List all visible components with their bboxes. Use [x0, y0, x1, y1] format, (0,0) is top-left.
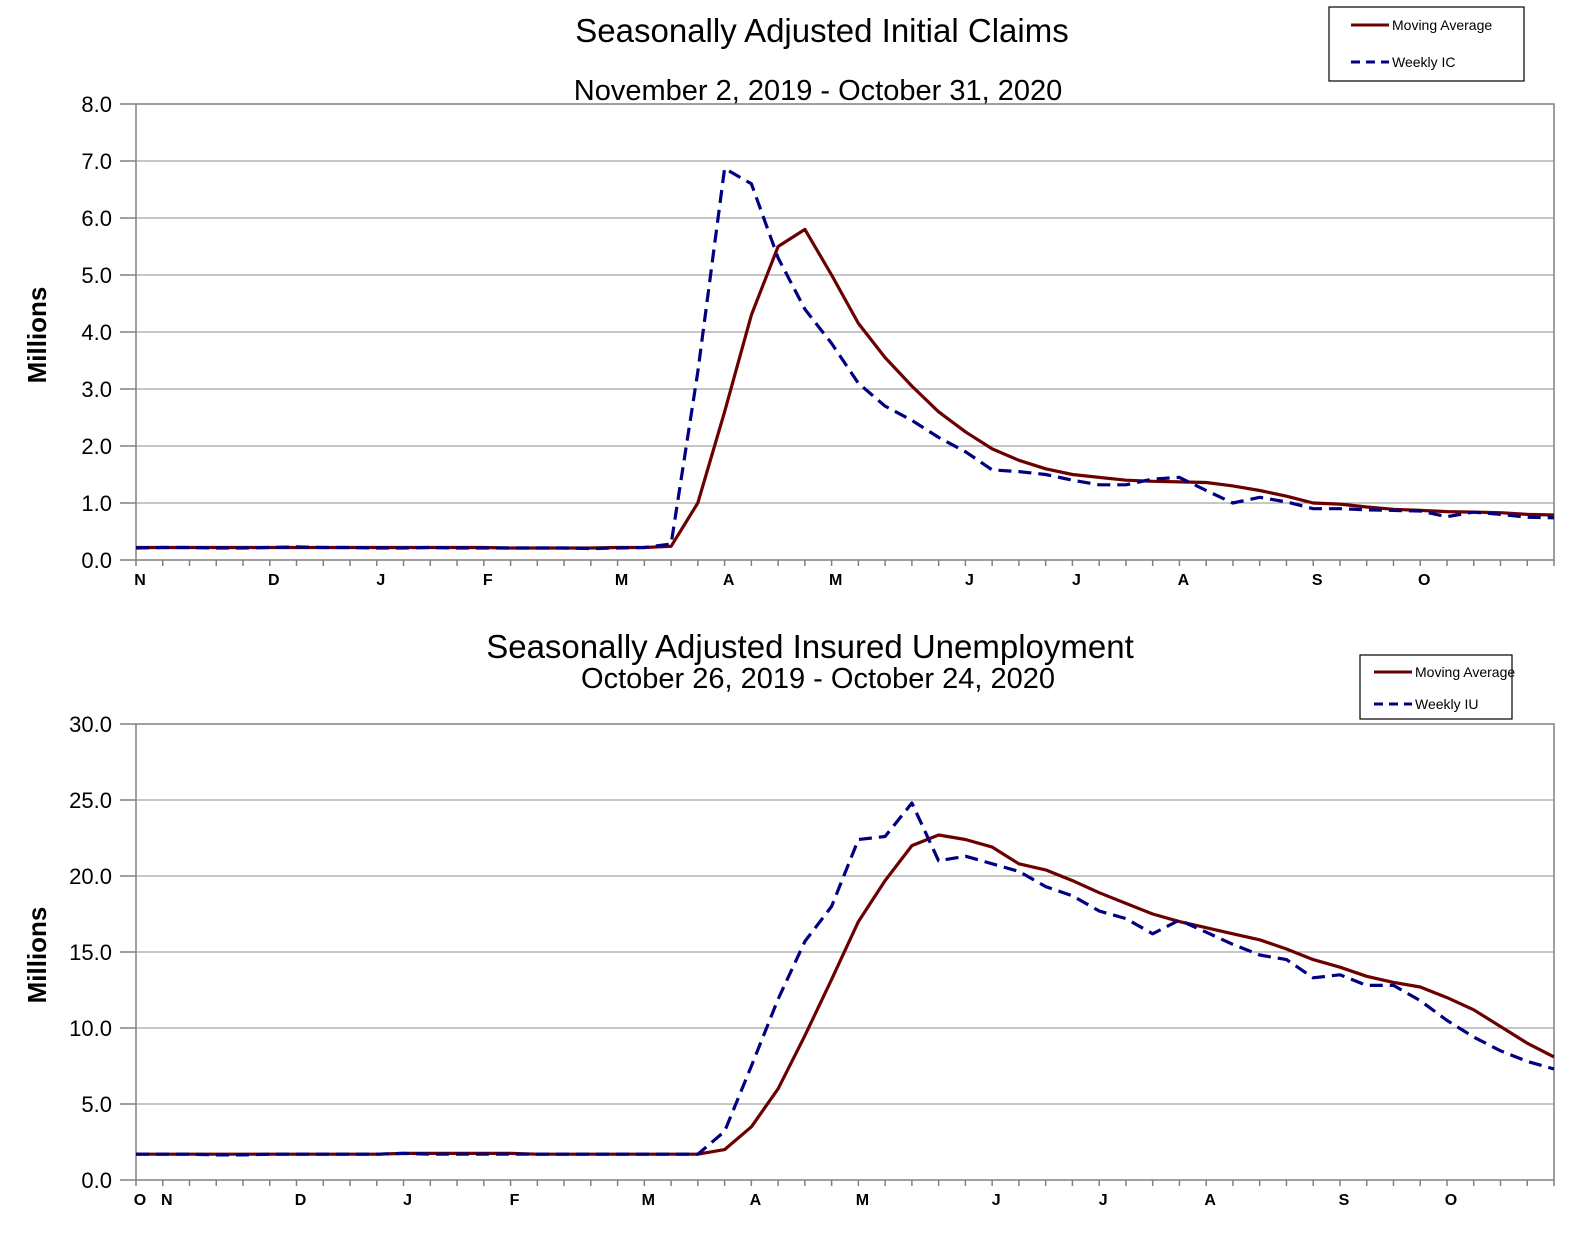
legend-label-moving-average: Moving Average [1415, 664, 1515, 680]
x-tick-label: M [856, 1192, 869, 1209]
x-tick-label: J [992, 1192, 1001, 1209]
y-tick-label: 10.0 [69, 1016, 112, 1041]
x-tick-label: O [1418, 572, 1430, 589]
x-tick-label: A [750, 1192, 762, 1209]
x-tick-label: J [965, 572, 974, 589]
y-axis-label: Millions [22, 907, 52, 1004]
y-tick-label: 0.0 [81, 1168, 112, 1193]
chart-subtitle: November 2, 2019 - October 31, 2020 [574, 75, 1062, 107]
chart-title: Seasonally Adjusted Initial Claims [575, 12, 1068, 49]
x-tick-label: F [483, 572, 493, 589]
y-tick-label: 15.0 [69, 940, 112, 965]
y-tick-label: 6.0 [81, 206, 112, 231]
series-lines [136, 801, 1555, 1157]
x-tick-label: A [723, 572, 735, 589]
x-tick-label: A [1178, 572, 1190, 589]
y-tick-label: 20.0 [69, 864, 112, 889]
chart-title: Seasonally Adjusted Insured Unemployment [486, 628, 1134, 665]
gridlines [136, 160, 1554, 504]
chart-subtitle: October 26, 2019 - October 24, 2020 [581, 663, 1055, 695]
y-tick-label: 1.0 [81, 491, 112, 516]
legend-box [1328, 6, 1525, 82]
legend-label-moving-average: Moving Average [1392, 17, 1492, 33]
series-line-moving-average [136, 833, 1555, 1156]
x-tick-label: J [376, 572, 385, 589]
legend: Moving Average Weekly IC [1328, 6, 1525, 82]
x-tick-label: F [510, 1192, 520, 1209]
series-line-weekly-ic [135, 166, 1555, 551]
x-tick-label: J [403, 1192, 412, 1209]
y-tick-label: 7.0 [81, 149, 112, 174]
x-tick-label: M [829, 572, 842, 589]
x-tick-label: M [615, 572, 628, 589]
series-line-moving-average [136, 227, 1555, 550]
y-tick-label: 5.0 [81, 1092, 112, 1117]
x-tick-label: S [1312, 572, 1323, 589]
x-tick-label: D [268, 572, 280, 589]
y-tick-label: 0.0 [81, 548, 112, 573]
y-axis-label: Millions [22, 287, 52, 384]
x-tick-label: O [1445, 1192, 1457, 1209]
y-tick-label: 30.0 [69, 712, 112, 737]
x-tick-label: O [134, 1192, 146, 1209]
y-tick-label: 8.0 [81, 92, 112, 117]
x-tick-label: D [295, 1192, 307, 1209]
y-tick-labels: 0.0 1.0 2.0 3.0 4.0 5.0 6.0 7.0 8.0 [81, 92, 136, 573]
legend-label-weekly-iu: Weekly IU [1415, 696, 1479, 712]
x-tick-label: A [1204, 1192, 1216, 1209]
insured-unemployment-chart: Seasonally Adjusted Insured Unemployment… [22, 628, 1555, 1209]
x-tick-label: N [161, 1192, 173, 1209]
legend-label-weekly-ic: Weekly IC [1392, 54, 1456, 70]
x-tick-label: J [1099, 1192, 1108, 1209]
y-tick-labels: 0.0 5.0 10.0 15.0 20.0 25.0 30.0 [69, 712, 136, 1193]
legend-box [1359, 654, 1513, 720]
y-tick-label: 3.0 [81, 377, 112, 402]
x-tick-label: M [642, 1192, 655, 1209]
y-tick-label: 2.0 [81, 434, 112, 459]
y-tick-label: 25.0 [69, 788, 112, 813]
series-line-weekly-iu [136, 801, 1555, 1157]
x-tick-label: N [134, 572, 146, 589]
initial-claims-chart: Seasonally Adjusted Initial Claims Novem… [22, 6, 1555, 589]
legend: Moving Average Weekly IU [1359, 654, 1515, 720]
x-tick-label: S [1339, 1192, 1350, 1209]
series-lines [135, 166, 1555, 551]
x-tick-label: J [1072, 572, 1081, 589]
y-tick-label: 4.0 [81, 320, 112, 345]
y-tick-label: 5.0 [81, 263, 112, 288]
